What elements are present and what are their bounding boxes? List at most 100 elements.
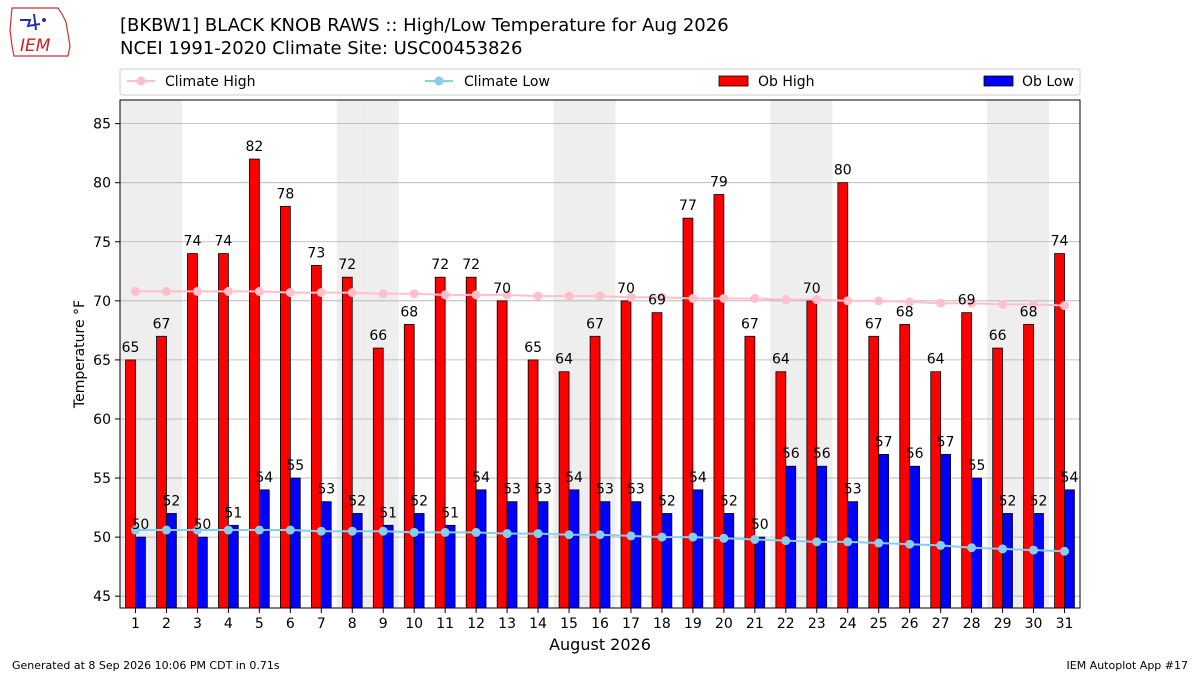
climate-high-point-22 (781, 295, 791, 305)
legend-ob-low-swatch (983, 75, 1014, 87)
ob-low-label-10: 52 (410, 493, 428, 509)
ob-low-label-15: 54 (565, 470, 583, 486)
x-tick-label-26: 26 (901, 616, 919, 632)
ob-low-label-27: 57 (937, 434, 955, 450)
ob-high-bar-29 (992, 347, 1003, 609)
climate-high-point-10 (409, 289, 419, 299)
ob-high-label-23: 70 (803, 281, 821, 297)
x-axis-label: August 2026 (549, 635, 651, 654)
climate-low-point-22 (781, 536, 791, 546)
ob-low-label-17: 53 (627, 482, 645, 498)
ob-high-label-6: 78 (276, 186, 294, 202)
ob-low-bar-19 (692, 489, 704, 609)
x-tick-label-18: 18 (653, 616, 671, 632)
climate-high-point-5 (254, 286, 264, 296)
iem-logo-text: IEM (20, 36, 51, 56)
x-tick-label-23: 23 (808, 616, 826, 632)
y-axis: 45 50 55 60 65 70 75 80 85 (93, 117, 120, 605)
ob-high-bar-30 (1023, 324, 1034, 609)
climate-high-point-24 (843, 296, 853, 306)
climate-high-point-3 (192, 286, 202, 296)
bars (125, 158, 1075, 609)
ob-low-label-26: 56 (906, 446, 924, 462)
climate-low-point-8 (347, 526, 357, 536)
ob-low-bar-4 (227, 524, 239, 609)
x-tick-label-29: 29 (994, 616, 1012, 632)
x-tick-label-25: 25 (870, 616, 888, 632)
ob-high-label-30: 68 (1020, 304, 1038, 320)
x-tick-label-1: 1 (131, 616, 140, 632)
climate-high-point-8 (347, 288, 357, 298)
ob-high-bar-27 (930, 371, 942, 609)
y-tick-label-80: 80 (93, 176, 111, 192)
climate-low-point-27 (936, 540, 946, 550)
climate-low-point-19 (688, 532, 698, 542)
climate-high-point-1 (130, 286, 140, 296)
x-tick-label-27: 27 (932, 616, 950, 632)
climate-high-point-28 (967, 298, 977, 308)
x-tick-label-19: 19 (684, 616, 702, 632)
ob-high-label-9: 66 (369, 328, 387, 344)
ob-low-bar-6 (289, 477, 301, 609)
ob-low-label-31: 54 (1061, 470, 1079, 486)
ob-low-bar-5 (258, 489, 270, 609)
legend-ob-high-label: Ob High (758, 74, 815, 90)
x-tick-label-24: 24 (839, 616, 857, 632)
ob-high-bar-8 (341, 276, 353, 609)
ob-high-label-21: 67 (741, 316, 759, 332)
ob-high-bar-22 (775, 371, 787, 609)
x-tick-label-7: 7 (317, 616, 326, 632)
climate-high-point-16 (595, 291, 605, 301)
climate-low-point-26 (905, 539, 915, 549)
ob-low-bar-20 (723, 513, 735, 609)
climate-high-point-15 (564, 291, 574, 301)
climate-low-point-12 (471, 527, 481, 537)
footer-generated: Generated at 8 Sep 2026 10:06 PM CDT in … (12, 659, 280, 672)
ob-low-bar-13 (506, 501, 518, 609)
ob-high-label-17: 70 (617, 281, 635, 297)
ob-low-label-5: 54 (255, 470, 273, 486)
climate-high-point-4 (223, 286, 233, 296)
ob-high-bar-5 (249, 158, 260, 609)
ob-high-bar-17 (620, 300, 632, 609)
ob-high-bar-21 (744, 335, 756, 609)
climate-high-point-25 (874, 296, 884, 306)
ob-low-label-29: 52 (999, 493, 1017, 509)
climate-high-point-12 (471, 290, 481, 300)
climate-low-point-28 (967, 543, 977, 553)
climate-high-point-7 (316, 288, 326, 298)
ob-high-label-20: 79 (710, 175, 728, 191)
ob-low-label-30: 52 (1030, 493, 1048, 509)
legend-ob-low-label: Ob Low (1022, 74, 1074, 90)
climate-low-point-11 (440, 527, 450, 537)
ob-low-label-3: 50 (193, 517, 211, 533)
climate-high-point-17 (626, 292, 636, 302)
ob-low-bar-7 (320, 501, 332, 609)
x-tick-label-16: 16 (591, 616, 609, 632)
ob-high-label-8: 72 (338, 257, 356, 273)
ob-high-label-28: 69 (958, 293, 976, 309)
y-tick-label-65: 65 (93, 353, 111, 369)
ob-high-label-19: 77 (679, 198, 697, 214)
ob-high-label-16: 67 (586, 316, 604, 332)
ob-low-label-11: 51 (441, 505, 459, 521)
chart-title: [BKBW1] BLACK KNOB RAWS :: High/Low Temp… (120, 15, 729, 36)
ob-low-bar-27 (940, 454, 951, 609)
ob-high-label-11: 72 (431, 257, 449, 273)
ob-low-label-23: 56 (813, 446, 831, 462)
climate-high-point-31 (1060, 301, 1070, 311)
ob-low-label-19: 54 (689, 470, 707, 486)
climate-low-point-25 (874, 538, 884, 548)
climate-low-point-10 (409, 527, 419, 537)
y-tick-label-60: 60 (93, 412, 111, 428)
ob-high-bar-2 (156, 335, 167, 609)
ob-high-bar-18 (651, 312, 663, 609)
ob-low-label-18: 52 (658, 493, 676, 509)
ob-high-bar-4 (218, 253, 229, 609)
climate-low-point-17 (626, 531, 636, 541)
climate-high-point-30 (1029, 299, 1039, 309)
ob-high-label-12: 72 (462, 257, 480, 273)
climate-low-point-6 (285, 525, 295, 535)
climate-low-point-30 (1029, 545, 1039, 555)
x-tick-label-11: 11 (436, 616, 454, 632)
